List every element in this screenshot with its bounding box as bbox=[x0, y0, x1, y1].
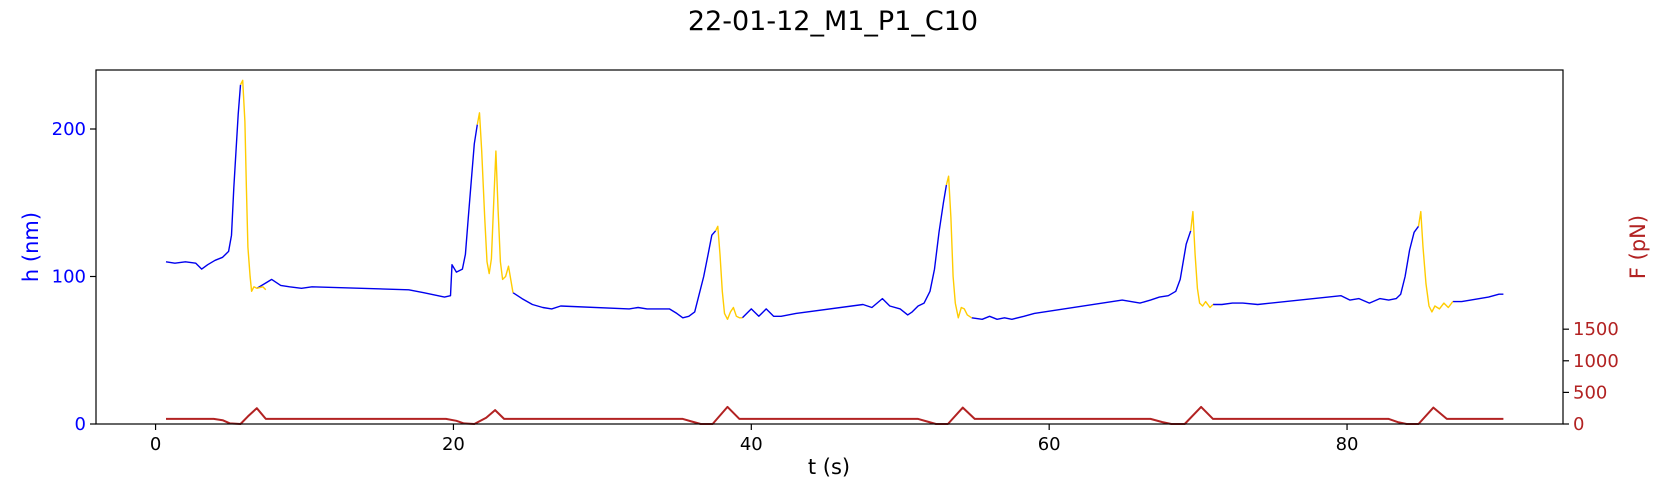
x-axis-label: t (s) bbox=[808, 455, 850, 479]
chart-title: 22-01-12_M1_P1_C10 bbox=[688, 6, 978, 37]
left-y-tick-label: 200 bbox=[52, 119, 86, 140]
plot-frame bbox=[95, 69, 1564, 425]
left-y-tick-label: 0 bbox=[75, 414, 86, 435]
right-y-tick-label: 1000 bbox=[1573, 351, 1619, 372]
left-y-tick-label: 100 bbox=[52, 267, 86, 288]
series-line-2 bbox=[166, 405, 1504, 425]
plot-area bbox=[165, 79, 1504, 425]
x-tick-label: 60 bbox=[1038, 434, 1061, 455]
right-y-tick-label: 1500 bbox=[1573, 319, 1619, 340]
x-tick-label: 40 bbox=[740, 434, 763, 455]
x-axis: 0 20 40 60 80 bbox=[150, 424, 1359, 455]
right-y-tick-label: 0 bbox=[1573, 414, 1584, 435]
left-y-axis-label: h (nm) bbox=[19, 212, 43, 282]
left-y-axis: 0 100 200 bbox=[52, 119, 96, 435]
right-y-axis-label: F (pN) bbox=[1626, 215, 1650, 279]
x-tick-label: 20 bbox=[442, 434, 465, 455]
x-tick-label: 0 bbox=[150, 434, 161, 455]
right-y-axis: 0 500 1000 1500 bbox=[1563, 319, 1619, 435]
series-line-0 bbox=[165, 84, 1504, 320]
x-tick-label: 80 bbox=[1336, 434, 1359, 455]
right-y-tick-label: 500 bbox=[1573, 382, 1607, 403]
series-line-1 bbox=[239, 79, 1454, 320]
